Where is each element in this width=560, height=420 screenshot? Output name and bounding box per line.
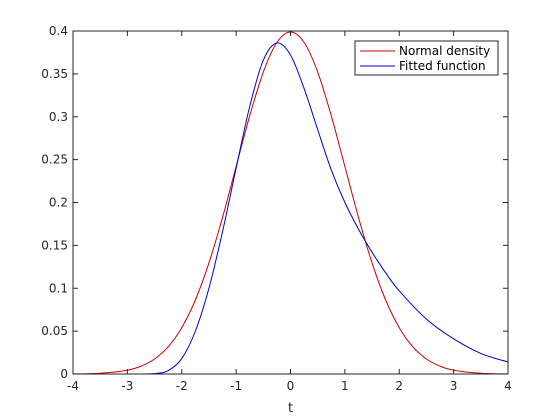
y-tick-label: 0 [60, 367, 68, 381]
y-tick-label: 0.05 [41, 324, 68, 338]
legend-box [354, 40, 499, 76]
x-tick-label: -2 [176, 379, 188, 393]
x-tick-label: 4 [504, 379, 512, 393]
x-tick-label: 0 [287, 379, 295, 393]
y-tick-label: 0.25 [41, 153, 68, 167]
y-tick-label: 0.1 [49, 281, 68, 295]
x-tick-label: 3 [450, 379, 458, 393]
x-tick-label: -4 [67, 379, 79, 393]
ticks-layer: -4 -3 -2 -1 0 1 2 3 4 0 0.05 0.1 0.15 0.2 0.25 0.3 0.35 0… [41, 24, 512, 393]
x-tick-label: 2 [395, 379, 403, 393]
x-tick-label: 1 [341, 379, 349, 393]
series-line-2 [72, 42, 509, 375]
legend-label-1: Normal density [399, 44, 490, 58]
x-tick-label: -3 [121, 379, 133, 393]
x-axis-label: t [288, 401, 293, 416]
y-tick-label: 0.2 [49, 196, 68, 210]
y-tick-label: 0.3 [49, 110, 68, 124]
x-tick-label: -1 [230, 379, 242, 393]
y-tick-label: 0.35 [41, 67, 68, 81]
plot-area [73, 31, 508, 374]
y-tick-label: 0.4 [49, 24, 68, 38]
y-tick-label: 0.15 [41, 238, 68, 252]
legend-label-2: Fitted function [399, 59, 486, 73]
